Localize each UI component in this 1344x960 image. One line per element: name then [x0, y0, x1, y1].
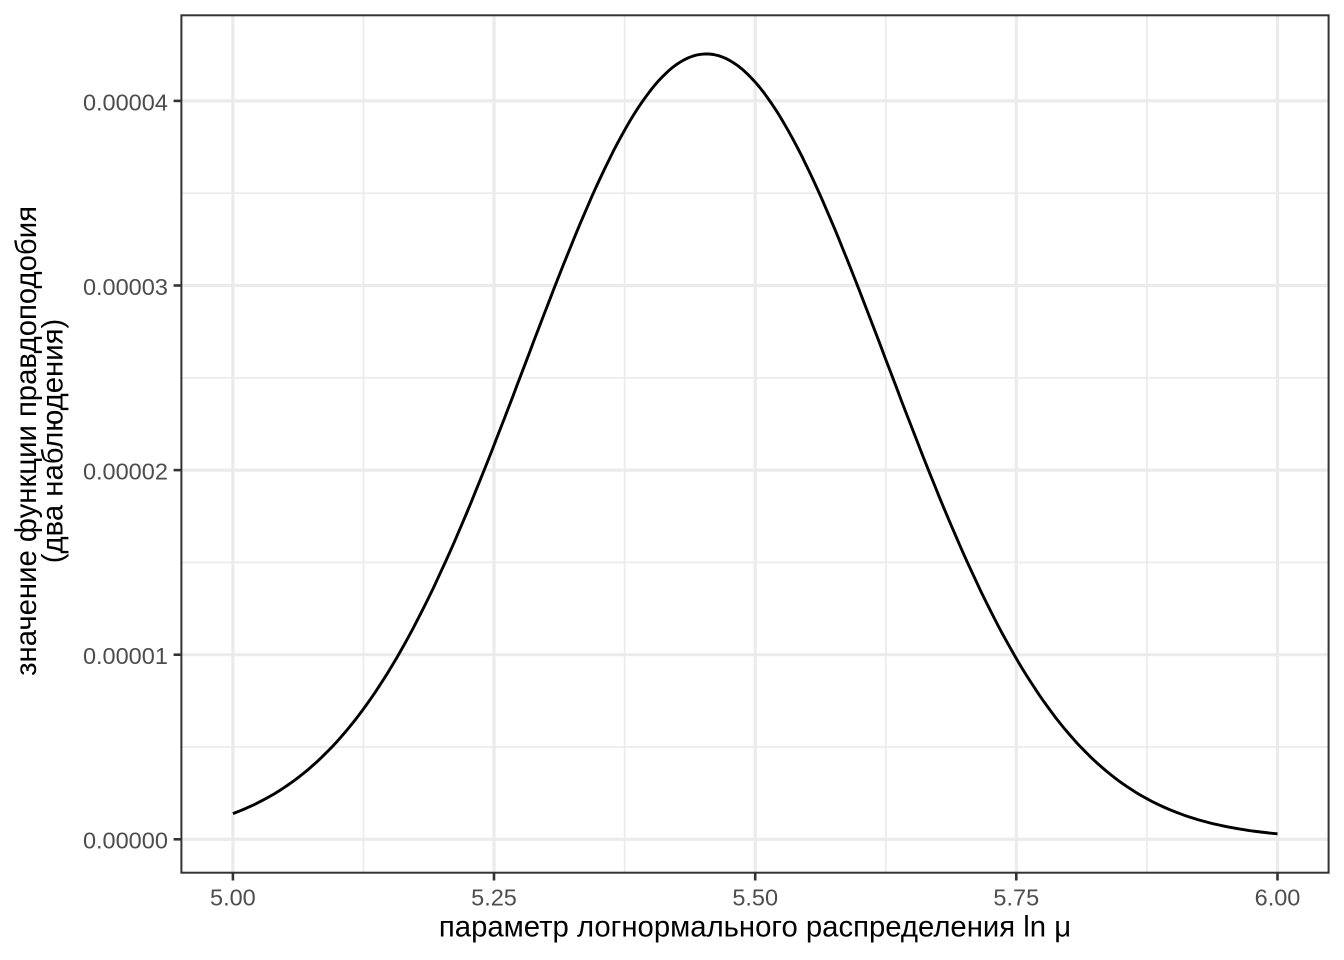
svg-text:параметр логнормального распре: параметр логнормального распределения ln… [439, 911, 1071, 944]
svg-text:6.00: 6.00 [1255, 884, 1301, 910]
svg-text:5.75: 5.75 [993, 884, 1039, 910]
svg-text:5.50: 5.50 [732, 884, 778, 910]
svg-text:5.00: 5.00 [210, 884, 256, 910]
svg-text:0.00001: 0.00001 [83, 643, 168, 669]
svg-text:(два наблюдения): (два наблюдения) [37, 319, 70, 563]
svg-text:0.00003: 0.00003 [83, 274, 168, 300]
svg-text:0.00004: 0.00004 [83, 89, 168, 115]
svg-text:значение функции правдоподобия: значение функции правдоподобия [10, 206, 43, 676]
svg-text:0.00000: 0.00000 [83, 828, 168, 854]
svg-text:0.00002: 0.00002 [83, 459, 168, 485]
svg-text:5.25: 5.25 [471, 884, 517, 910]
